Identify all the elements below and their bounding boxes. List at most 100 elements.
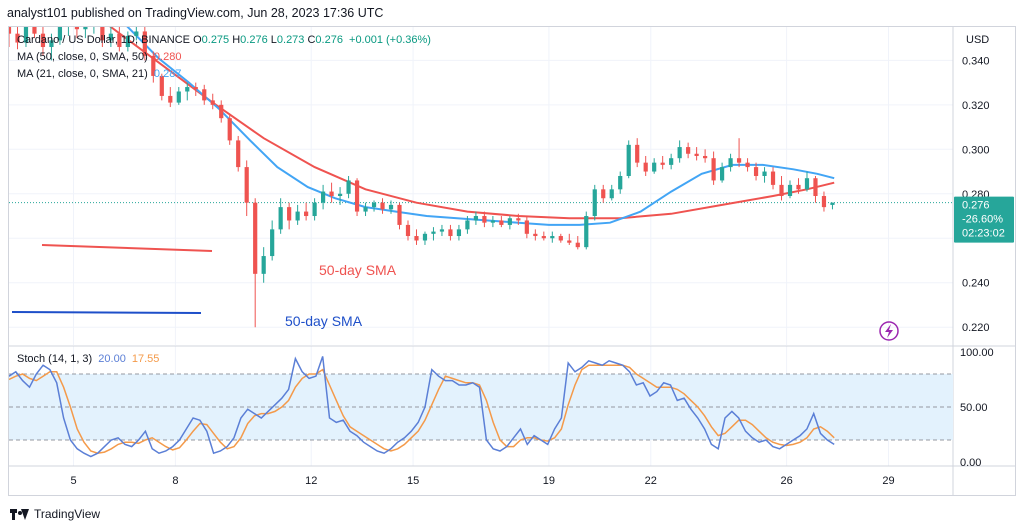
legend-ma21-row: MA (21, close, 0, SMA, 21) 0.287 (17, 66, 431, 83)
candle-body (151, 55, 156, 76)
candle-body (9, 27, 12, 34)
candle-body (202, 89, 207, 101)
candle (669, 153, 674, 170)
candle (388, 200, 394, 214)
legend-symbol: Cardano / US Dollar, 1D, BINANCE (17, 34, 191, 46)
candle (346, 175, 351, 199)
price-tag-change: -26.60% (962, 214, 1003, 226)
candle-body (804, 178, 810, 190)
candle (804, 171, 810, 192)
candle-body (422, 233, 428, 241)
candle (363, 202, 368, 217)
time-axis-tick: 5 (70, 475, 76, 487)
candle (533, 229, 538, 241)
candle-body (830, 202, 835, 205)
candle (567, 233, 572, 245)
price-plot (9, 27, 953, 328)
candle-body (321, 191, 326, 203)
candle-body (295, 211, 300, 221)
price-axis-tick: 0.240 (962, 278, 990, 290)
candle (507, 216, 512, 230)
candle-body (635, 144, 640, 163)
price-tag-countdown: 02:23:02 (962, 228, 1005, 240)
candle-body (677, 147, 682, 159)
candle (176, 87, 181, 105)
candle (134, 27, 139, 41)
candle (490, 216, 495, 228)
legend-ohlc: O0.275 H0.276 L0.273 C0.276 (193, 34, 343, 46)
candle-body (23, 27, 29, 43)
legend-ma50-label: MA (50, close, 0, SMA, 50) (17, 51, 148, 63)
candle (193, 82, 198, 96)
candle-body (813, 178, 818, 197)
candle-body (363, 207, 368, 212)
candle (635, 138, 640, 168)
candle-body (74, 27, 80, 30)
candle-body (711, 158, 716, 181)
candle-body (558, 236, 563, 241)
time-axis-tick: 22 (645, 475, 657, 487)
candle-body (168, 95, 173, 103)
candle-body (456, 229, 462, 237)
legend-ma50-row: MA (50, close, 0, SMA, 50) 0.280 (17, 49, 431, 66)
candle-body (660, 162, 665, 165)
legend-ohlc-key: C (304, 34, 316, 46)
price-axis-tick: 0.320 (962, 100, 990, 112)
footer-brand-text: TradingView (34, 507, 101, 521)
candle (753, 162, 759, 181)
legend-ohlc-key: L (267, 34, 277, 46)
candle (142, 27, 147, 61)
candle (719, 162, 725, 183)
candle (482, 211, 487, 228)
candle-body (575, 242, 580, 248)
candle-body (490, 220, 495, 223)
candle-body (448, 229, 453, 237)
red-annotation-label: 50-day SMA (319, 262, 397, 278)
candle (796, 178, 801, 194)
ma21-line (126, 27, 835, 226)
candle-body (287, 207, 292, 221)
candle (770, 167, 776, 190)
stoch-k-line (9, 356, 835, 458)
candle (431, 227, 436, 241)
lightning-icon (879, 321, 899, 341)
candle (575, 236, 580, 250)
candle-body (643, 162, 648, 172)
candle (354, 178, 360, 217)
candle (524, 216, 529, 239)
candle-body (686, 147, 691, 154)
candle (244, 160, 249, 217)
candle-body (57, 27, 63, 41)
price-axis-tick: 0.300 (962, 144, 990, 156)
candle (270, 220, 275, 261)
candle (295, 204, 300, 225)
candle (456, 224, 462, 241)
candle (405, 220, 411, 241)
candle (185, 82, 190, 101)
candle-body (15, 33, 20, 43)
candle-body (329, 191, 334, 197)
candle (660, 155, 665, 170)
footer-brand[interactable]: TradingView (10, 503, 100, 525)
candle (677, 140, 682, 163)
candle-body (728, 158, 733, 168)
candle-body (134, 31, 139, 36)
candle (813, 175, 818, 203)
candle-body (108, 33, 113, 41)
candle-body (626, 144, 631, 176)
candle (261, 247, 266, 283)
candle (550, 231, 555, 243)
legend-ohlc-key: H (229, 34, 241, 46)
candle (439, 224, 445, 237)
candle (652, 158, 657, 174)
candle-body (524, 220, 529, 234)
time-axis-tick: 19 (543, 475, 555, 487)
candle (329, 182, 334, 203)
legend-ohlc-value: 0.276 (240, 34, 268, 46)
candle (516, 213, 521, 225)
candle-body (465, 220, 470, 230)
candle (57, 27, 63, 45)
candle (686, 142, 691, 159)
time-axis-tick: 8 (172, 475, 178, 487)
